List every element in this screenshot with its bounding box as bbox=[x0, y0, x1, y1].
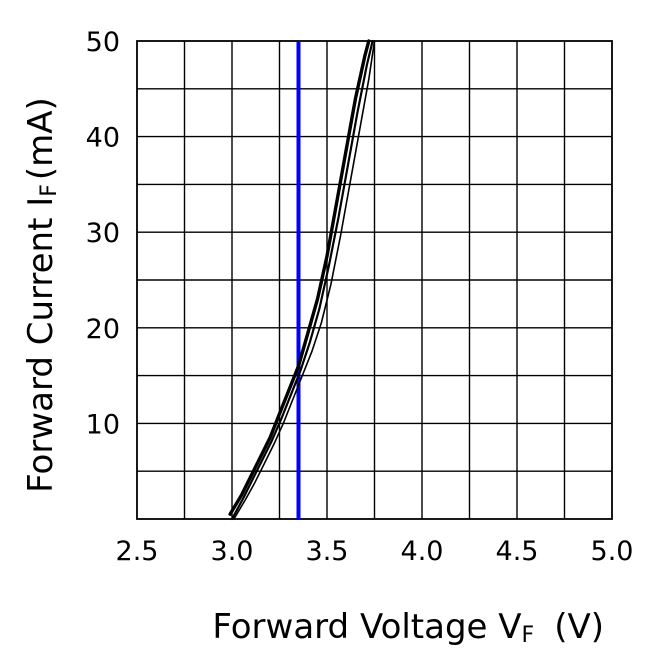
x-axis-label: Forward Voltage VF (V) bbox=[212, 607, 604, 648]
x-tick-label: 3.5 bbox=[306, 536, 349, 567]
iv-curve-2 bbox=[233, 40, 376, 520]
y-tick-label: 40 bbox=[86, 123, 120, 154]
y-tick-label: 10 bbox=[86, 409, 120, 440]
y-axis-label-unit: (mA) bbox=[21, 97, 61, 180]
x-tick-label: 4.0 bbox=[401, 536, 444, 567]
y-tick-label: 50 bbox=[86, 27, 120, 58]
x-axis-label-unit: (V) bbox=[554, 607, 604, 647]
y-tick-label: 20 bbox=[86, 314, 120, 345]
y-axis-label: Forward Current IF (mA) bbox=[21, 97, 62, 493]
y-axis-label-subscript: F bbox=[37, 184, 62, 197]
series-layer bbox=[228, 39, 376, 521]
iv-curve-0 bbox=[228, 39, 371, 516]
x-tick-label: 2.5 bbox=[116, 536, 159, 567]
x-tick-label: 3.0 bbox=[211, 536, 254, 567]
x-axis-label-main: Forward Voltage V bbox=[212, 607, 521, 647]
tick-label-layer: 2.5 3.0 3.5 4.0 4.5 5.0 10 20 30 40 50 bbox=[86, 27, 634, 567]
grid-layer bbox=[137, 41, 612, 519]
x-tick-label: 4.5 bbox=[496, 536, 539, 567]
iv-curve-1 bbox=[230, 39, 374, 521]
y-tick-label: 30 bbox=[86, 218, 120, 249]
x-tick-label: 5.0 bbox=[591, 536, 634, 567]
y-axis-label-main: Forward Current I bbox=[21, 197, 61, 493]
x-axis-label-subscript: F bbox=[522, 623, 535, 648]
